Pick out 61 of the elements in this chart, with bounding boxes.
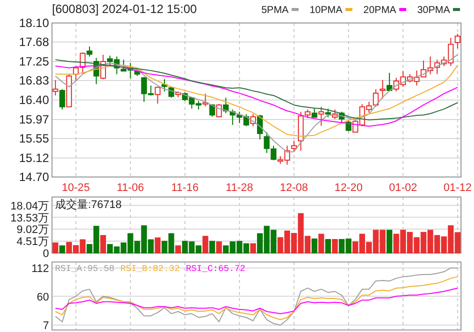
candlestick <box>52 80 58 96</box>
y-tick-label: 13.53万 <box>10 212 49 224</box>
x-tick-label: 01-02 <box>388 182 418 194</box>
candlestick <box>216 104 222 118</box>
y-tick-label: 7 <box>42 320 49 332</box>
candlestick <box>291 140 297 152</box>
candlestick <box>318 106 324 126</box>
y-tick-label: 15.97 <box>18 112 50 126</box>
x-tick-label: 11-16 <box>171 182 199 194</box>
bar <box>250 243 256 254</box>
chart-title: [600803] 2024-01-12 15:00 <box>52 2 198 16</box>
bar <box>154 237 161 254</box>
y-tick-label: 15.55 <box>18 132 50 146</box>
legend-label: 10PMA <box>310 5 343 16</box>
y-tick-label: 18.04万 <box>10 200 49 212</box>
x-tick-label: 10-25 <box>62 182 90 194</box>
y-tick-label: 9.02万 <box>16 224 49 236</box>
annotation: 成交量:76718 <box>55 198 122 211</box>
candlestick <box>86 46 92 58</box>
bar <box>325 239 331 254</box>
y-tick-label: 17.25 <box>18 54 50 68</box>
text: RSI_A:95.58 <box>55 264 114 274</box>
y-tick-label: 112 <box>31 262 49 275</box>
bar <box>209 240 216 254</box>
x-tick-label: 01-12 <box>444 182 472 194</box>
y-tick-label: 17.68 <box>18 35 50 50</box>
candlestick <box>386 72 392 92</box>
bar <box>216 241 222 254</box>
text: RSI_C:65.72 <box>186 264 246 274</box>
bar <box>332 239 338 254</box>
legend-label: 30PMA <box>417 5 450 16</box>
bar <box>52 242 58 254</box>
y-tick-label: 0 <box>42 248 49 260</box>
bar <box>202 236 208 254</box>
candlestick <box>202 93 208 107</box>
x-tick-label: 12-20 <box>334 182 363 194</box>
bar <box>318 234 324 254</box>
text: RSI_B:82.32 <box>120 264 180 274</box>
legend-label: 20PMA <box>363 5 397 16</box>
candlestick <box>162 78 168 92</box>
y-tick-label: 18.10 <box>18 16 50 30</box>
legend-label: 5PMA <box>261 5 289 16</box>
bar <box>312 238 318 254</box>
candlestick <box>372 88 379 108</box>
candlestick <box>380 80 386 100</box>
x-tick-label: 11-28 <box>226 182 254 194</box>
y-tick-label: 16.40 <box>18 93 50 107</box>
candlestick <box>454 33 460 49</box>
x-tick-label: 12-08 <box>280 182 308 194</box>
bar <box>100 235 106 254</box>
candlestick <box>154 86 161 104</box>
bar <box>386 230 392 254</box>
y-tick-label: 14.70 <box>18 170 50 184</box>
bar <box>175 245 181 254</box>
y-tick-label: 60 <box>36 291 49 304</box>
y-tick-label: 4.51万 <box>16 236 49 248</box>
y-tick-label: 16.83 <box>18 74 50 88</box>
x-tick-label: 11-06 <box>116 182 144 194</box>
candlestick <box>59 88 66 110</box>
y-tick-label: 15.12 <box>18 150 50 165</box>
bar <box>59 245 66 254</box>
